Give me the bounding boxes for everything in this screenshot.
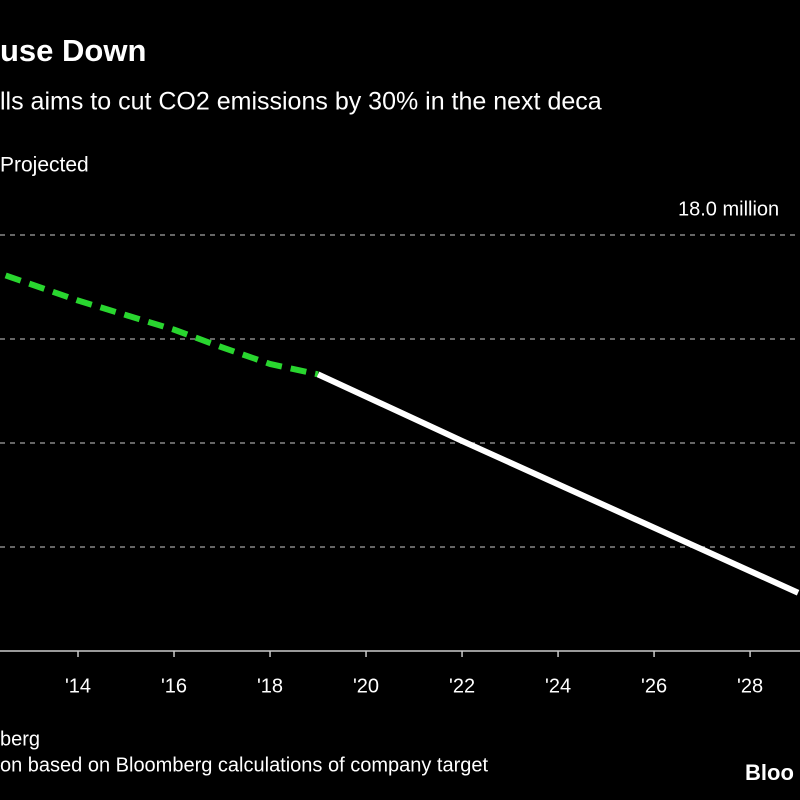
- x-tick-label: '24: [545, 675, 571, 697]
- brand: Bloo: [745, 760, 794, 785]
- series-line: [316, 371, 800, 596]
- note: on based on Bloomberg calculations of co…: [0, 754, 489, 776]
- x-tick-label: '20: [353, 675, 379, 697]
- x-tick-label: '22: [449, 675, 475, 697]
- x-tick-label: '26: [641, 675, 667, 697]
- chart-title: use Down: [0, 33, 146, 68]
- x-tick-label: '28: [737, 675, 763, 697]
- y-tick-label: 18.0 million: [678, 198, 779, 220]
- series-line: [0, 270, 319, 378]
- source: berg: [0, 728, 40, 750]
- x-tick-label: '14: [65, 675, 91, 697]
- x-tick-label: '16: [161, 675, 187, 697]
- x-tick-label: '18: [257, 675, 283, 697]
- chart-subtitle: lls aims to cut CO2 emissions by 30% in …: [0, 88, 602, 116]
- legend-label: Projected: [0, 154, 89, 177]
